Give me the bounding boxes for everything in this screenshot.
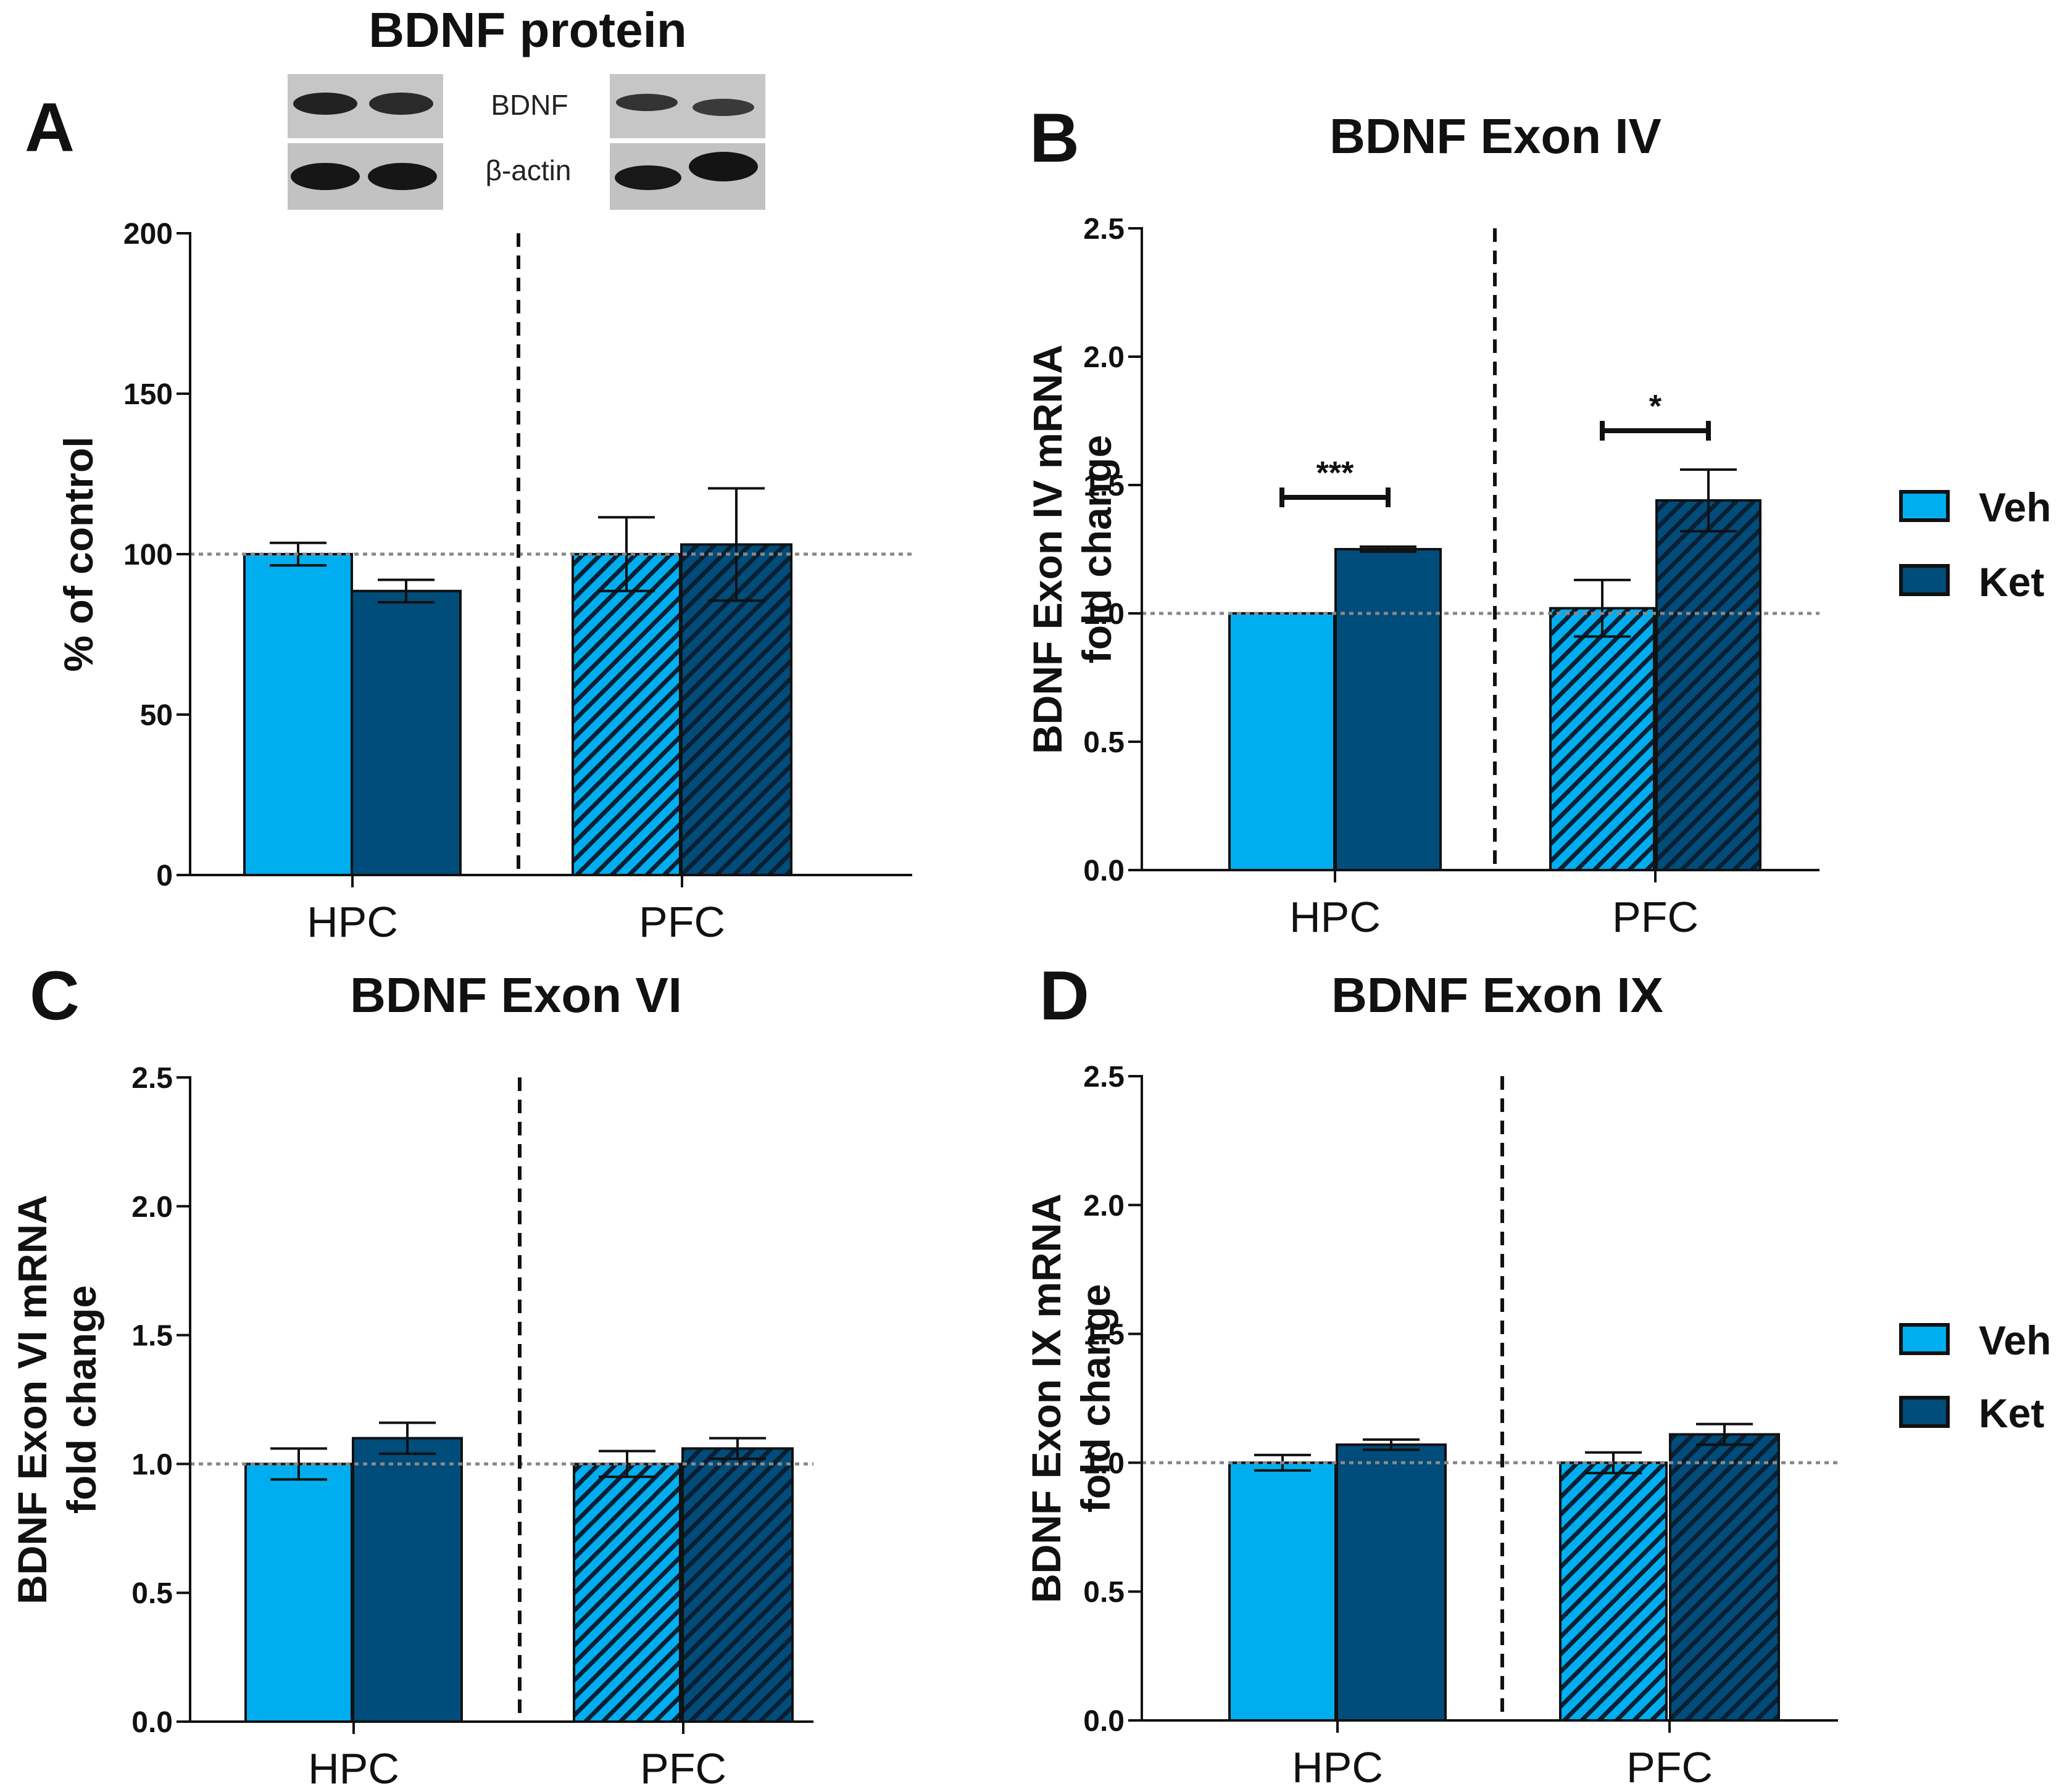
- chart-b: 0.0 0.5 1.0 1.5 2.0 2.5 HPC PFC BDNF Exon IV mRN…: [1025, 213, 1820, 941]
- y-tick-label: 2.5: [1083, 213, 1125, 246]
- y-axis-label: fold change: [59, 1285, 104, 1514]
- y-tick-label: 1.0: [1083, 598, 1125, 631]
- legend-swatch-ket: [1899, 1396, 1950, 1428]
- blot-label-bdnf: BDNF: [491, 89, 568, 121]
- y-axis-label: BDNF Exon IX mRNA: [1023, 1193, 1069, 1603]
- y-tick-label: 150: [123, 378, 173, 411]
- bar-ket-hpc: [351, 589, 462, 876]
- western-blot: BDNF protein BDNF β-actin: [288, 2, 765, 210]
- band: [616, 94, 678, 111]
- y-axis-label: fold change: [1074, 435, 1120, 663]
- y-tick-label: 1.5: [1083, 1319, 1125, 1351]
- band: [692, 99, 754, 116]
- bar-veh-pfc: [572, 553, 681, 876]
- panel-letter-d: D: [1039, 957, 1089, 1034]
- bar-ket-pfc: [1669, 1433, 1780, 1722]
- blot-label-actin: β-actin: [486, 154, 572, 186]
- legend-swatch-ket: [1899, 564, 1950, 596]
- y-tick-label: 2.0: [131, 1191, 173, 1224]
- y-tick-label: 0.5: [1083, 1576, 1125, 1609]
- y-tick-label: 50: [140, 699, 173, 732]
- significance-label: *: [1649, 389, 1662, 425]
- band: [291, 163, 360, 190]
- y-axis-label: fold change: [1073, 1284, 1118, 1512]
- y-tick-label: 2.5: [131, 1062, 173, 1095]
- bar-ket-hpc: [1336, 1443, 1447, 1722]
- chart-title-c: BDNF Exon VI: [350, 968, 682, 1023]
- band: [293, 93, 357, 115]
- x-tick-label: HPC: [1289, 893, 1381, 941]
- y-tick-label: 0.0: [131, 1706, 173, 1739]
- panel-letter-c: C: [30, 957, 80, 1034]
- y-tick-label: 1.0: [1083, 1447, 1125, 1480]
- y-tick-label: 1.0: [131, 1448, 173, 1481]
- significance-label: ***: [1316, 455, 1354, 491]
- panel-letter-a: A: [25, 89, 75, 166]
- legend-label-veh: Veh: [1979, 1317, 2051, 1363]
- x-tick-label: PFC: [1626, 1743, 1713, 1791]
- bar-ket-pfc: [1655, 499, 1761, 871]
- y-tick-label: 2.0: [1083, 1190, 1125, 1222]
- x-tick-label: HPC: [308, 1744, 399, 1792]
- bar-ket-pfc: [681, 1447, 794, 1723]
- y-axis-label: BDNF Exon IV mRNA: [1025, 344, 1070, 754]
- bar-veh-hpc: [1228, 612, 1336, 871]
- y-tick-label: 2.5: [1083, 1061, 1125, 1093]
- y-tick-label: 0.0: [1083, 1705, 1125, 1738]
- chart-title-d: BDNF Exon IX: [1331, 968, 1663, 1023]
- bar-veh-pfc: [573, 1462, 681, 1723]
- bar-veh-hpc: [1228, 1461, 1337, 1722]
- chart-d: 0.0 0.5 1.0 1.5 2.0 2.5 HPC PFC BDNF Exon IX mRN…: [1023, 1061, 1838, 1791]
- chart-title-b: BDNF Exon IV: [1329, 109, 1662, 164]
- bar-veh-pfc: [1559, 1461, 1668, 1722]
- legend-top: Veh Ket: [1899, 484, 2051, 605]
- bar-ket-hpc: [1334, 548, 1442, 871]
- y-tick-label: 2.0: [1083, 341, 1125, 374]
- band: [368, 163, 437, 190]
- y-tick-label: 0.0: [1083, 855, 1125, 887]
- y-axis-label: % of control: [56, 436, 101, 671]
- y-tick-label: 200: [123, 218, 173, 251]
- y-tick-label: 0.5: [1083, 726, 1125, 759]
- legend-label-veh: Veh: [1979, 484, 2051, 530]
- blot-title: BDNF protein: [368, 2, 687, 57]
- bar-veh-hpc: [243, 553, 353, 876]
- y-tick-label: 1.5: [1083, 470, 1125, 502]
- y-axis-label: BDNF Exon VI mRNA: [9, 1195, 55, 1604]
- legend-label-ket: Ket: [1979, 559, 2044, 605]
- legend-bottom: Veh Ket: [1899, 1317, 2051, 1436]
- bar-veh-hpc: [244, 1462, 353, 1723]
- chart-c: 0.0 0.5 1.0 1.5 2.0 2.5 HPC PFC BDNF Exon VI mRN…: [9, 1062, 813, 1792]
- legend-label-ket: Ket: [1979, 1390, 2044, 1436]
- x-tick-label: PFC: [640, 1744, 726, 1792]
- chart-a: 0 50 100 150 200 HPC PFC % of control: [56, 218, 912, 946]
- y-tick-label: 100: [123, 539, 173, 571]
- x-tick-label: PFC: [1612, 893, 1699, 941]
- y-tick-label: 0.5: [131, 1577, 173, 1610]
- x-tick-label: HPC: [1292, 1743, 1383, 1791]
- y-tick-label: 0: [156, 860, 173, 892]
- y-tick-label: 1.5: [131, 1320, 173, 1353]
- panel-letter-b: B: [1029, 99, 1079, 176]
- x-tick-label: PFC: [639, 898, 725, 946]
- band: [689, 152, 758, 181]
- legend-swatch-veh: [1899, 1323, 1950, 1355]
- bar-veh-pfc: [1549, 607, 1655, 871]
- band: [615, 165, 681, 190]
- x-tick-label: HPC: [307, 898, 398, 946]
- band: [369, 93, 433, 115]
- bar-ket-hpc: [352, 1437, 463, 1723]
- bar-ket-pfc: [680, 543, 792, 876]
- legend-swatch-veh: [1899, 490, 1950, 522]
